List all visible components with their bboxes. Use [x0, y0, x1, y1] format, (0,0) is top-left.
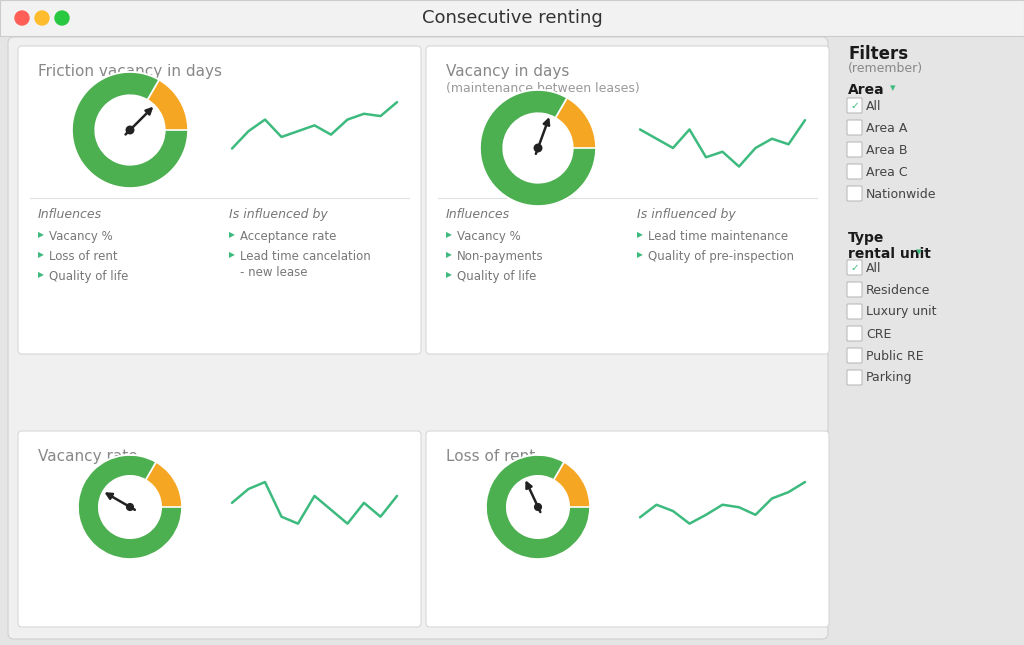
Text: Friction vacancy in days: Friction vacancy in days: [38, 64, 222, 79]
FancyBboxPatch shape: [0, 0, 1024, 36]
Circle shape: [535, 504, 542, 510]
Wedge shape: [480, 90, 596, 206]
Text: ▶: ▶: [38, 230, 44, 239]
Text: Acceptance rate: Acceptance rate: [240, 230, 336, 243]
Text: Public RE: Public RE: [866, 350, 924, 362]
Wedge shape: [78, 455, 182, 559]
Text: Non-payments: Non-payments: [457, 250, 544, 263]
Text: ▶: ▶: [38, 270, 44, 279]
Text: - new lease: - new lease: [240, 266, 307, 279]
FancyBboxPatch shape: [18, 46, 421, 354]
Text: (maintenance between leases): (maintenance between leases): [446, 82, 640, 95]
Circle shape: [535, 144, 542, 152]
Text: ▶: ▶: [38, 250, 44, 259]
FancyBboxPatch shape: [847, 98, 862, 113]
Text: All: All: [866, 99, 882, 112]
FancyBboxPatch shape: [426, 46, 829, 354]
Text: ▾: ▾: [890, 83, 896, 93]
Circle shape: [127, 504, 133, 510]
FancyBboxPatch shape: [18, 431, 421, 627]
Wedge shape: [480, 90, 596, 206]
Text: Quality of pre-inspection: Quality of pre-inspection: [648, 250, 794, 263]
Wedge shape: [72, 72, 188, 188]
Text: Residence: Residence: [866, 284, 931, 297]
FancyBboxPatch shape: [847, 348, 862, 363]
FancyBboxPatch shape: [847, 370, 862, 385]
Text: Lead time maintenance: Lead time maintenance: [648, 230, 788, 243]
Text: Influences: Influences: [38, 208, 102, 221]
Text: Parking: Parking: [866, 372, 912, 384]
Text: ▾: ▾: [916, 247, 922, 257]
FancyBboxPatch shape: [426, 431, 829, 627]
Wedge shape: [72, 80, 188, 188]
FancyBboxPatch shape: [847, 142, 862, 157]
Wedge shape: [78, 462, 182, 559]
Text: ▶: ▶: [229, 250, 234, 259]
Circle shape: [35, 11, 49, 25]
FancyBboxPatch shape: [847, 120, 862, 135]
Text: ✓: ✓: [850, 263, 859, 272]
Text: Area A: Area A: [866, 121, 907, 135]
Text: CRE: CRE: [866, 328, 891, 341]
FancyBboxPatch shape: [847, 304, 862, 319]
Text: Vacancy %: Vacancy %: [457, 230, 521, 243]
Text: ▶: ▶: [446, 270, 452, 279]
FancyBboxPatch shape: [8, 37, 828, 639]
FancyBboxPatch shape: [847, 186, 862, 201]
Text: Luxury unit: Luxury unit: [866, 306, 937, 319]
FancyBboxPatch shape: [847, 282, 862, 297]
FancyBboxPatch shape: [847, 164, 862, 179]
FancyBboxPatch shape: [847, 326, 862, 341]
Text: ▶: ▶: [446, 230, 452, 239]
FancyBboxPatch shape: [847, 260, 862, 275]
Text: All: All: [866, 261, 882, 275]
Text: Filters: Filters: [848, 45, 908, 63]
Text: ▶: ▶: [446, 250, 452, 259]
Text: Loss of rent: Loss of rent: [446, 449, 536, 464]
Text: Loss of rent: Loss of rent: [49, 250, 118, 263]
Text: ▶: ▶: [637, 230, 643, 239]
Text: Area C: Area C: [866, 166, 907, 179]
Text: Is influenced by: Is influenced by: [229, 208, 328, 221]
Circle shape: [126, 126, 134, 134]
Wedge shape: [486, 455, 590, 559]
Wedge shape: [78, 455, 182, 559]
Circle shape: [55, 11, 69, 25]
Text: ✓: ✓: [850, 101, 859, 110]
Text: Type: Type: [848, 231, 885, 245]
Wedge shape: [480, 98, 596, 206]
Text: Quality of life: Quality of life: [49, 270, 128, 283]
Wedge shape: [486, 462, 590, 559]
Text: Lead time cancelation: Lead time cancelation: [240, 250, 371, 263]
Text: rental unit: rental unit: [848, 247, 931, 261]
Text: Is influenced by: Is influenced by: [637, 208, 736, 221]
Text: Vacancy in days: Vacancy in days: [446, 64, 569, 79]
Text: Influences: Influences: [446, 208, 510, 221]
Text: Nationwide: Nationwide: [866, 188, 937, 201]
Text: ▶: ▶: [229, 230, 234, 239]
Text: Vacancy %: Vacancy %: [49, 230, 113, 243]
Wedge shape: [72, 72, 188, 188]
Circle shape: [15, 11, 29, 25]
Text: Quality of life: Quality of life: [457, 270, 537, 283]
Text: ▶: ▶: [637, 250, 643, 259]
Text: Vacancy rate: Vacancy rate: [38, 449, 138, 464]
Wedge shape: [486, 455, 590, 559]
Text: Area: Area: [848, 83, 885, 97]
Text: (remember): (remember): [848, 62, 923, 75]
Text: Consecutive renting: Consecutive renting: [422, 9, 602, 27]
Text: Area B: Area B: [866, 143, 907, 157]
